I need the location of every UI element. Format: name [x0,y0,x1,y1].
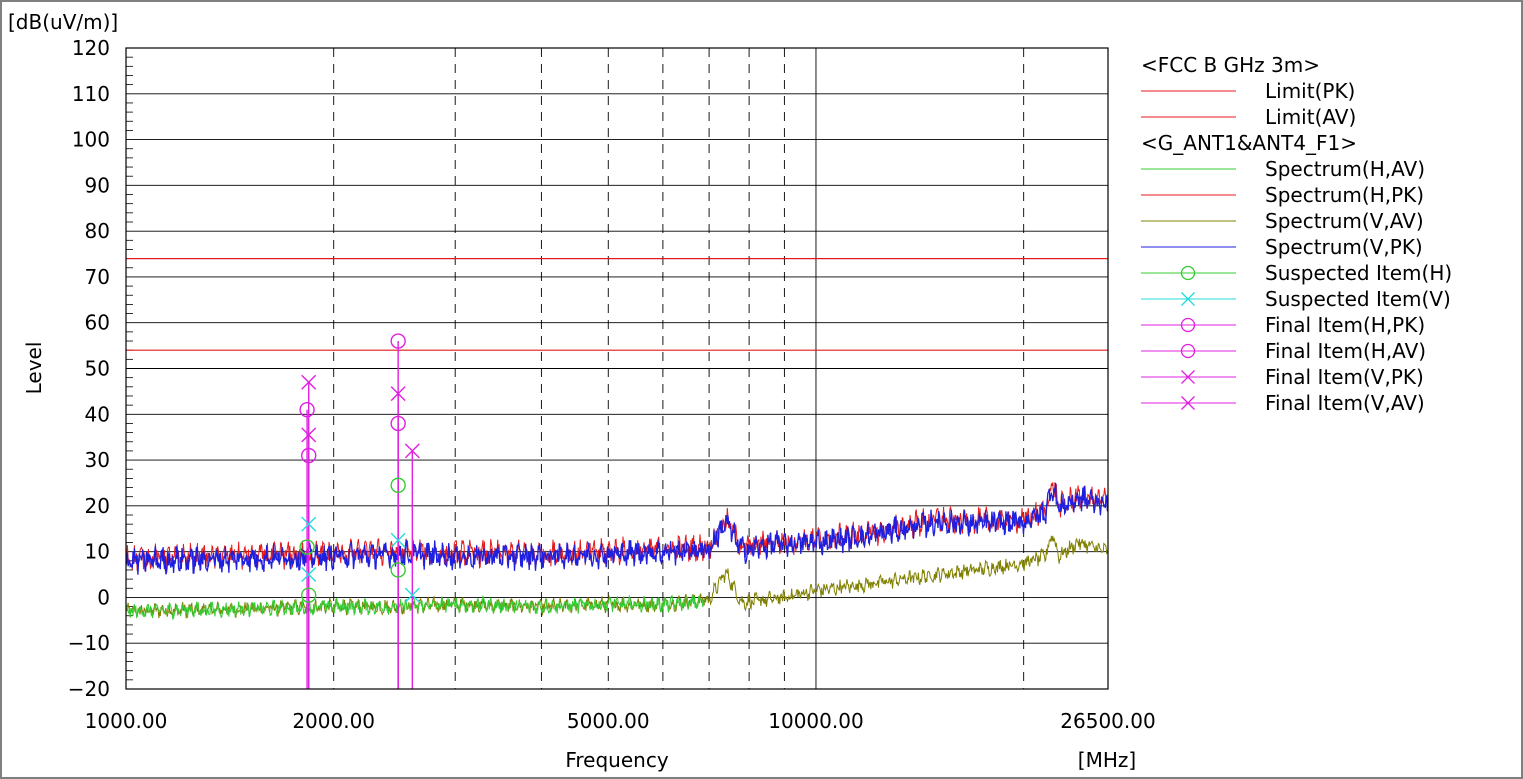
y-tick-label: 0 [97,585,110,609]
y-tick-label: 10 [85,540,110,564]
y-tick-label: 120 [72,36,110,60]
x-tick-label: 26500.00 [1060,709,1155,733]
y-axis-label: Level [22,342,46,395]
y-tick-label: 80 [85,219,110,243]
y-tick-label: 110 [72,82,110,106]
limit-lines [126,258,1108,351]
legend-entry-label: Suspected Item(H) [1265,261,1452,285]
y-tick-label: 100 [72,128,110,152]
legend-entry-label: Spectrum(H,PK) [1265,183,1424,207]
legend-circle-symbol [1180,317,1196,333]
y-tick-label: 30 [85,448,110,472]
legend-cross-symbol [1181,370,1195,384]
legend-group-header: <G_ANT1&ANT4_F1> [1141,131,1357,155]
legend-cross-symbol [1181,396,1195,410]
spectrum-series [125,482,1109,621]
legend-entry-label: Spectrum(H,AV) [1265,157,1425,181]
legend-entry-label: Limit(AV) [1265,105,1356,129]
legend-entry-label: Final Item(V,AV) [1265,391,1425,415]
cross-marker [301,516,317,532]
legend-entry-label: Final Item(H,AV) [1265,339,1426,363]
legend-circle-symbol [1180,343,1196,359]
circle-marker [301,587,317,603]
cross-marker [301,374,317,390]
cross-marker [404,443,420,459]
legend-entry-label: Limit(PK) [1265,79,1355,103]
x-axis-label: Frequency [565,748,668,772]
legend-circle-symbol [1180,265,1196,281]
tick-labels: 1201101009080706050403020100−10−201000.0… [68,36,1156,733]
x-tick-label: 5000.00 [567,709,650,733]
circle-marker [299,402,315,418]
x-tick-label: 1000.00 [85,709,168,733]
x-tick-label: 2000.00 [292,709,375,733]
cross-marker [390,386,406,402]
legend-entry-label: Spectrum(V,AV) [1265,209,1424,233]
x-tick-label: 10000.00 [768,709,863,733]
legend-entry-label: Final Item(V,PK) [1265,365,1424,389]
legend-group-header: <FCC B GHz 3m> [1141,53,1320,77]
y-tick-label: −20 [68,677,110,701]
legend-cross-symbol [1181,292,1195,306]
y-tick-label: 60 [85,311,110,335]
legend-entry-label: Spectrum(V,PK) [1265,235,1423,259]
y-unit-label: [dB(uV/m)] [8,10,118,34]
circle-marker [299,539,315,555]
cross-marker [390,532,406,548]
plot-border [125,47,1109,690]
item-markers [299,333,420,689]
y-tick-label: 90 [85,173,110,197]
cross-marker [301,427,317,443]
legend-entry-label: Final Item(H,PK) [1265,313,1425,337]
legend-entry-label: Suspected Item(V) [1265,287,1451,311]
x-unit-label: [MHz] [1078,748,1136,772]
circle-marker [390,477,406,493]
spectrum-line [125,594,705,621]
y-tick-label: 20 [85,494,110,518]
circle-marker [390,562,406,578]
y-tick-label: −10 [68,631,110,655]
spectrum-line [125,482,1109,575]
cross-marker [301,567,317,583]
circle-marker [390,333,406,349]
y-tick-label: 40 [85,402,110,426]
y-tick-label: 70 [85,265,110,289]
legend: <FCC B GHz 3m>Limit(PK)Limit(AV)<G_ANT1&… [1141,53,1452,415]
cross-marker [404,587,420,603]
y-tick-label: 50 [85,357,110,381]
